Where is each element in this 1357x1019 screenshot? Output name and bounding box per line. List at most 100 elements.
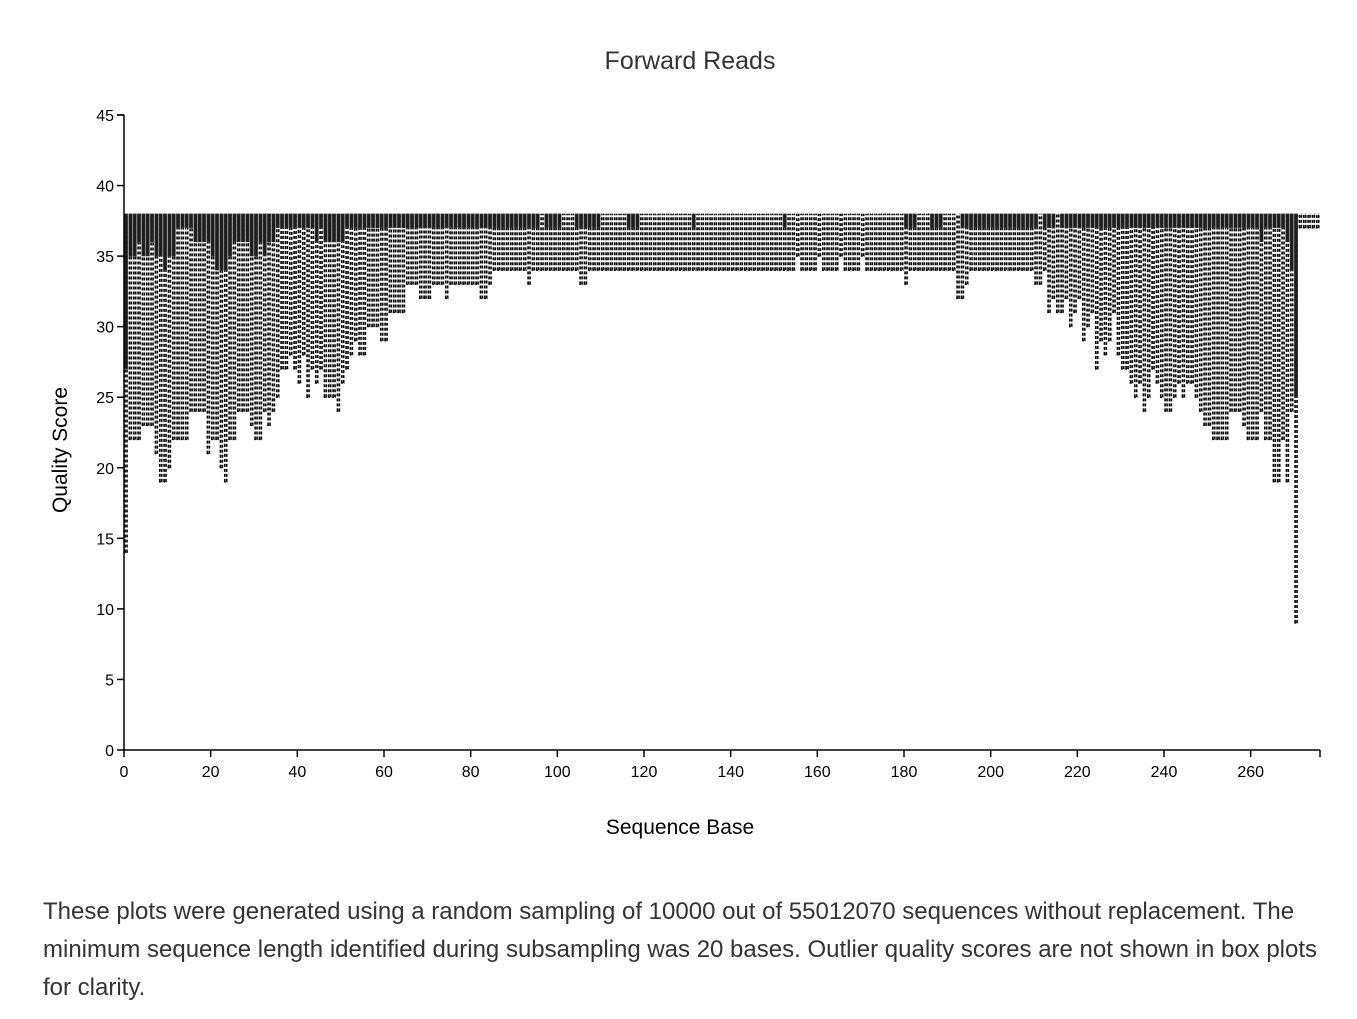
box-plot-base-122	[652, 213, 657, 271]
box-iqr	[245, 213, 250, 243]
box-plot-base-100	[557, 213, 562, 271]
box-iqr	[1107, 213, 1112, 229]
box-iqr	[358, 213, 363, 229]
box-plot-base-253	[1220, 213, 1225, 441]
box-plot-base-210	[1034, 213, 1039, 285]
box-iqr	[267, 213, 272, 243]
box-plot-base-209	[1029, 213, 1034, 271]
box-iqr	[444, 213, 449, 229]
box-iqr	[1220, 213, 1225, 229]
box-iqr	[293, 213, 298, 229]
box-iqr	[1237, 213, 1242, 229]
box-plot-base-96	[540, 213, 544, 271]
box-iqr	[522, 213, 527, 229]
box-iqr	[453, 213, 458, 229]
box-iqr	[362, 213, 367, 229]
box-plot-base-58	[375, 213, 380, 328]
box-iqr	[366, 213, 371, 229]
box-plot-base-212	[1042, 213, 1047, 271]
box-plot-base-203	[1003, 213, 1008, 271]
y-tick-label: 40	[96, 179, 114, 196]
box-plot-base-41	[301, 213, 306, 356]
box-plot-base-115	[622, 213, 627, 271]
box-plot-base-53	[353, 213, 358, 342]
box-plot-base-156	[800, 213, 804, 271]
box-iqr	[1103, 213, 1108, 229]
quality-boxplot-chart: Forward Reads 0 5 10 15 20 25 30 35 40 45 0 20 40 60 8…	[49, 47, 1321, 839]
box-plot-base-71	[431, 213, 436, 285]
box-plot-base-144	[748, 213, 752, 271]
box-plot-base-51	[345, 213, 350, 370]
box-iqr	[1185, 213, 1190, 229]
box-plot-base-62	[392, 213, 397, 314]
box-plot-base-171	[865, 213, 869, 271]
box-plot-base-101	[561, 213, 566, 271]
box-plot-base-204	[1008, 213, 1013, 271]
box-iqr	[392, 213, 397, 229]
box-iqr	[930, 213, 935, 229]
box-iqr	[410, 213, 415, 229]
box-iqr	[375, 213, 380, 229]
box-iqr	[592, 213, 597, 229]
box-plot-base-257	[1237, 213, 1242, 412]
box-plot-base-154	[791, 213, 796, 271]
box-plot-base-1	[128, 213, 133, 441]
box-iqr	[436, 213, 441, 229]
box-plot-base-3	[137, 213, 142, 441]
box-iqr	[1263, 213, 1268, 229]
box-plot-base-217	[1064, 213, 1069, 300]
x-tick-label: 40	[288, 764, 306, 781]
y-axis-label: Quality Score	[49, 387, 72, 513]
box-plot-base-208	[1025, 213, 1030, 271]
box-plot-base-76	[453, 213, 458, 285]
box-iqr	[1086, 213, 1091, 229]
box-plot-base-63	[397, 213, 402, 314]
x-tick-label: 0	[120, 764, 129, 781]
box-iqr	[327, 213, 332, 243]
box-iqr	[1159, 213, 1164, 229]
box-plot-base-127	[674, 213, 679, 271]
box-iqr	[1008, 213, 1013, 229]
y-tick-label: 0	[105, 743, 114, 760]
box-plot-base-263	[1263, 213, 1268, 441]
box-iqr	[531, 213, 536, 229]
x-tick-label: 20	[202, 764, 220, 781]
box-plot-base-222	[1086, 213, 1091, 328]
box-plot-base-140	[730, 213, 735, 271]
box-iqr	[219, 213, 224, 271]
x-tick-label: 60	[375, 764, 393, 781]
box-plot-base-172	[869, 213, 874, 271]
box-plot-base-17	[197, 213, 202, 412]
box-plot-base-180	[904, 213, 909, 285]
x-tick-label: 140	[717, 764, 744, 781]
box-plot-base-227	[1107, 213, 1112, 342]
box-plot-base-182	[912, 213, 917, 271]
box-plot-base-130	[687, 213, 692, 271]
box-iqr	[345, 213, 350, 229]
box-iqr	[301, 213, 306, 229]
box-iqr	[518, 213, 523, 229]
box-plot-base-68	[418, 213, 423, 300]
box-plot-base-118	[635, 213, 640, 271]
box-iqr	[128, 213, 133, 257]
box-plot-base-207	[1021, 213, 1026, 271]
box-iqr	[124, 213, 129, 370]
box-iqr	[275, 213, 280, 229]
box-plot-base-228	[1112, 213, 1117, 314]
box-plot-base-123	[657, 213, 661, 271]
box-iqr	[1146, 213, 1151, 229]
box-iqr	[314, 213, 319, 243]
box-iqr	[189, 213, 194, 229]
box-plot-base-193	[960, 213, 965, 300]
box-plot-base-102	[566, 213, 570, 271]
box-iqr	[440, 213, 445, 229]
box-iqr	[306, 213, 311, 229]
box-plot-base-90	[514, 213, 519, 271]
box-plot-base-16	[193, 213, 198, 412]
box-plot-base-109	[596, 213, 601, 271]
box-iqr	[626, 213, 631, 229]
box-plot-base-40	[297, 213, 302, 384]
box-plot-base-27	[241, 213, 246, 412]
box-plot-base-266	[1276, 213, 1281, 483]
box-iqr	[423, 213, 428, 229]
